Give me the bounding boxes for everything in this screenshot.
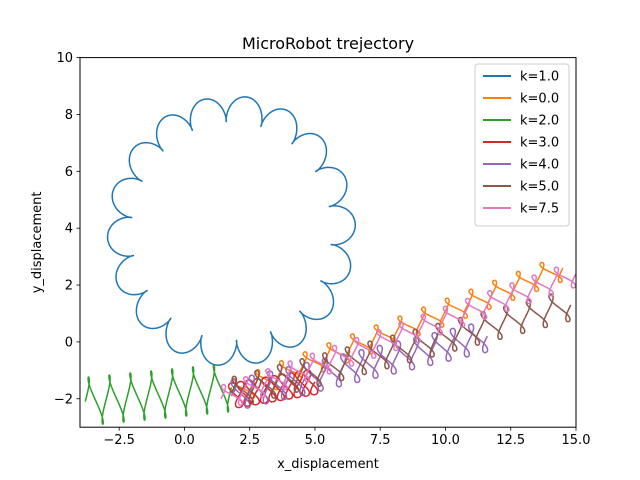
x-tick-label: 2.5 (239, 433, 260, 448)
legend-label: k=5.0 (520, 180, 559, 195)
series-layer (84, 96, 576, 425)
series-line-k-5-0 (230, 293, 572, 405)
x-tick-label: 15.0 (562, 433, 591, 448)
x-tick-label: 12.5 (496, 433, 525, 448)
x-tick-label: 7.5 (370, 433, 391, 448)
y-tick-label: 2 (65, 279, 73, 294)
series-line-k-1-0 (106, 96, 357, 366)
y-tick-label: 6 (65, 165, 73, 180)
x-axis-ticks: −2.5 0.0 2.5 5.0 7.5 10.0 12.5 15.0 (103, 427, 590, 448)
x-axis-label: x_displacement (277, 457, 379, 472)
y-axis-label: y_displacement (30, 191, 45, 293)
x-tick-label: 5.0 (305, 433, 326, 448)
legend-label: k=0.0 (520, 92, 559, 107)
series-line-k-0-0 (230, 261, 564, 400)
y-tick-label: 4 (65, 222, 73, 237)
legend-label: k=1.0 (520, 70, 559, 85)
legend-label: k=4.0 (520, 158, 559, 173)
plot-frame (79, 57, 577, 428)
y-tick-label: 8 (65, 108, 73, 123)
x-tick-label: −2.5 (103, 433, 135, 448)
y-tick-label: 0 (65, 335, 73, 350)
x-tick-label: 0.0 (174, 433, 195, 448)
legend-label: k=3.0 (520, 136, 559, 151)
series-line-k-7-5 (220, 266, 576, 406)
legend: k=1.0 k=0.0 k=2.0 k=3.0 k=4.0 k=5.0 k=7.5 (474, 63, 570, 227)
legend-label: k=7.5 (520, 202, 559, 217)
x-tick-label: 10.0 (431, 433, 460, 448)
y-tick-label: −2 (54, 392, 73, 407)
y-tick-label: 10 (56, 51, 73, 66)
chart-title: MicroRobot trejectory (242, 34, 414, 53)
y-axis-ticks: −2 0 2 4 6 8 10 (54, 51, 80, 407)
legend-label: k=2.0 (520, 114, 559, 129)
series-line-k-2-0 (84, 364, 233, 425)
